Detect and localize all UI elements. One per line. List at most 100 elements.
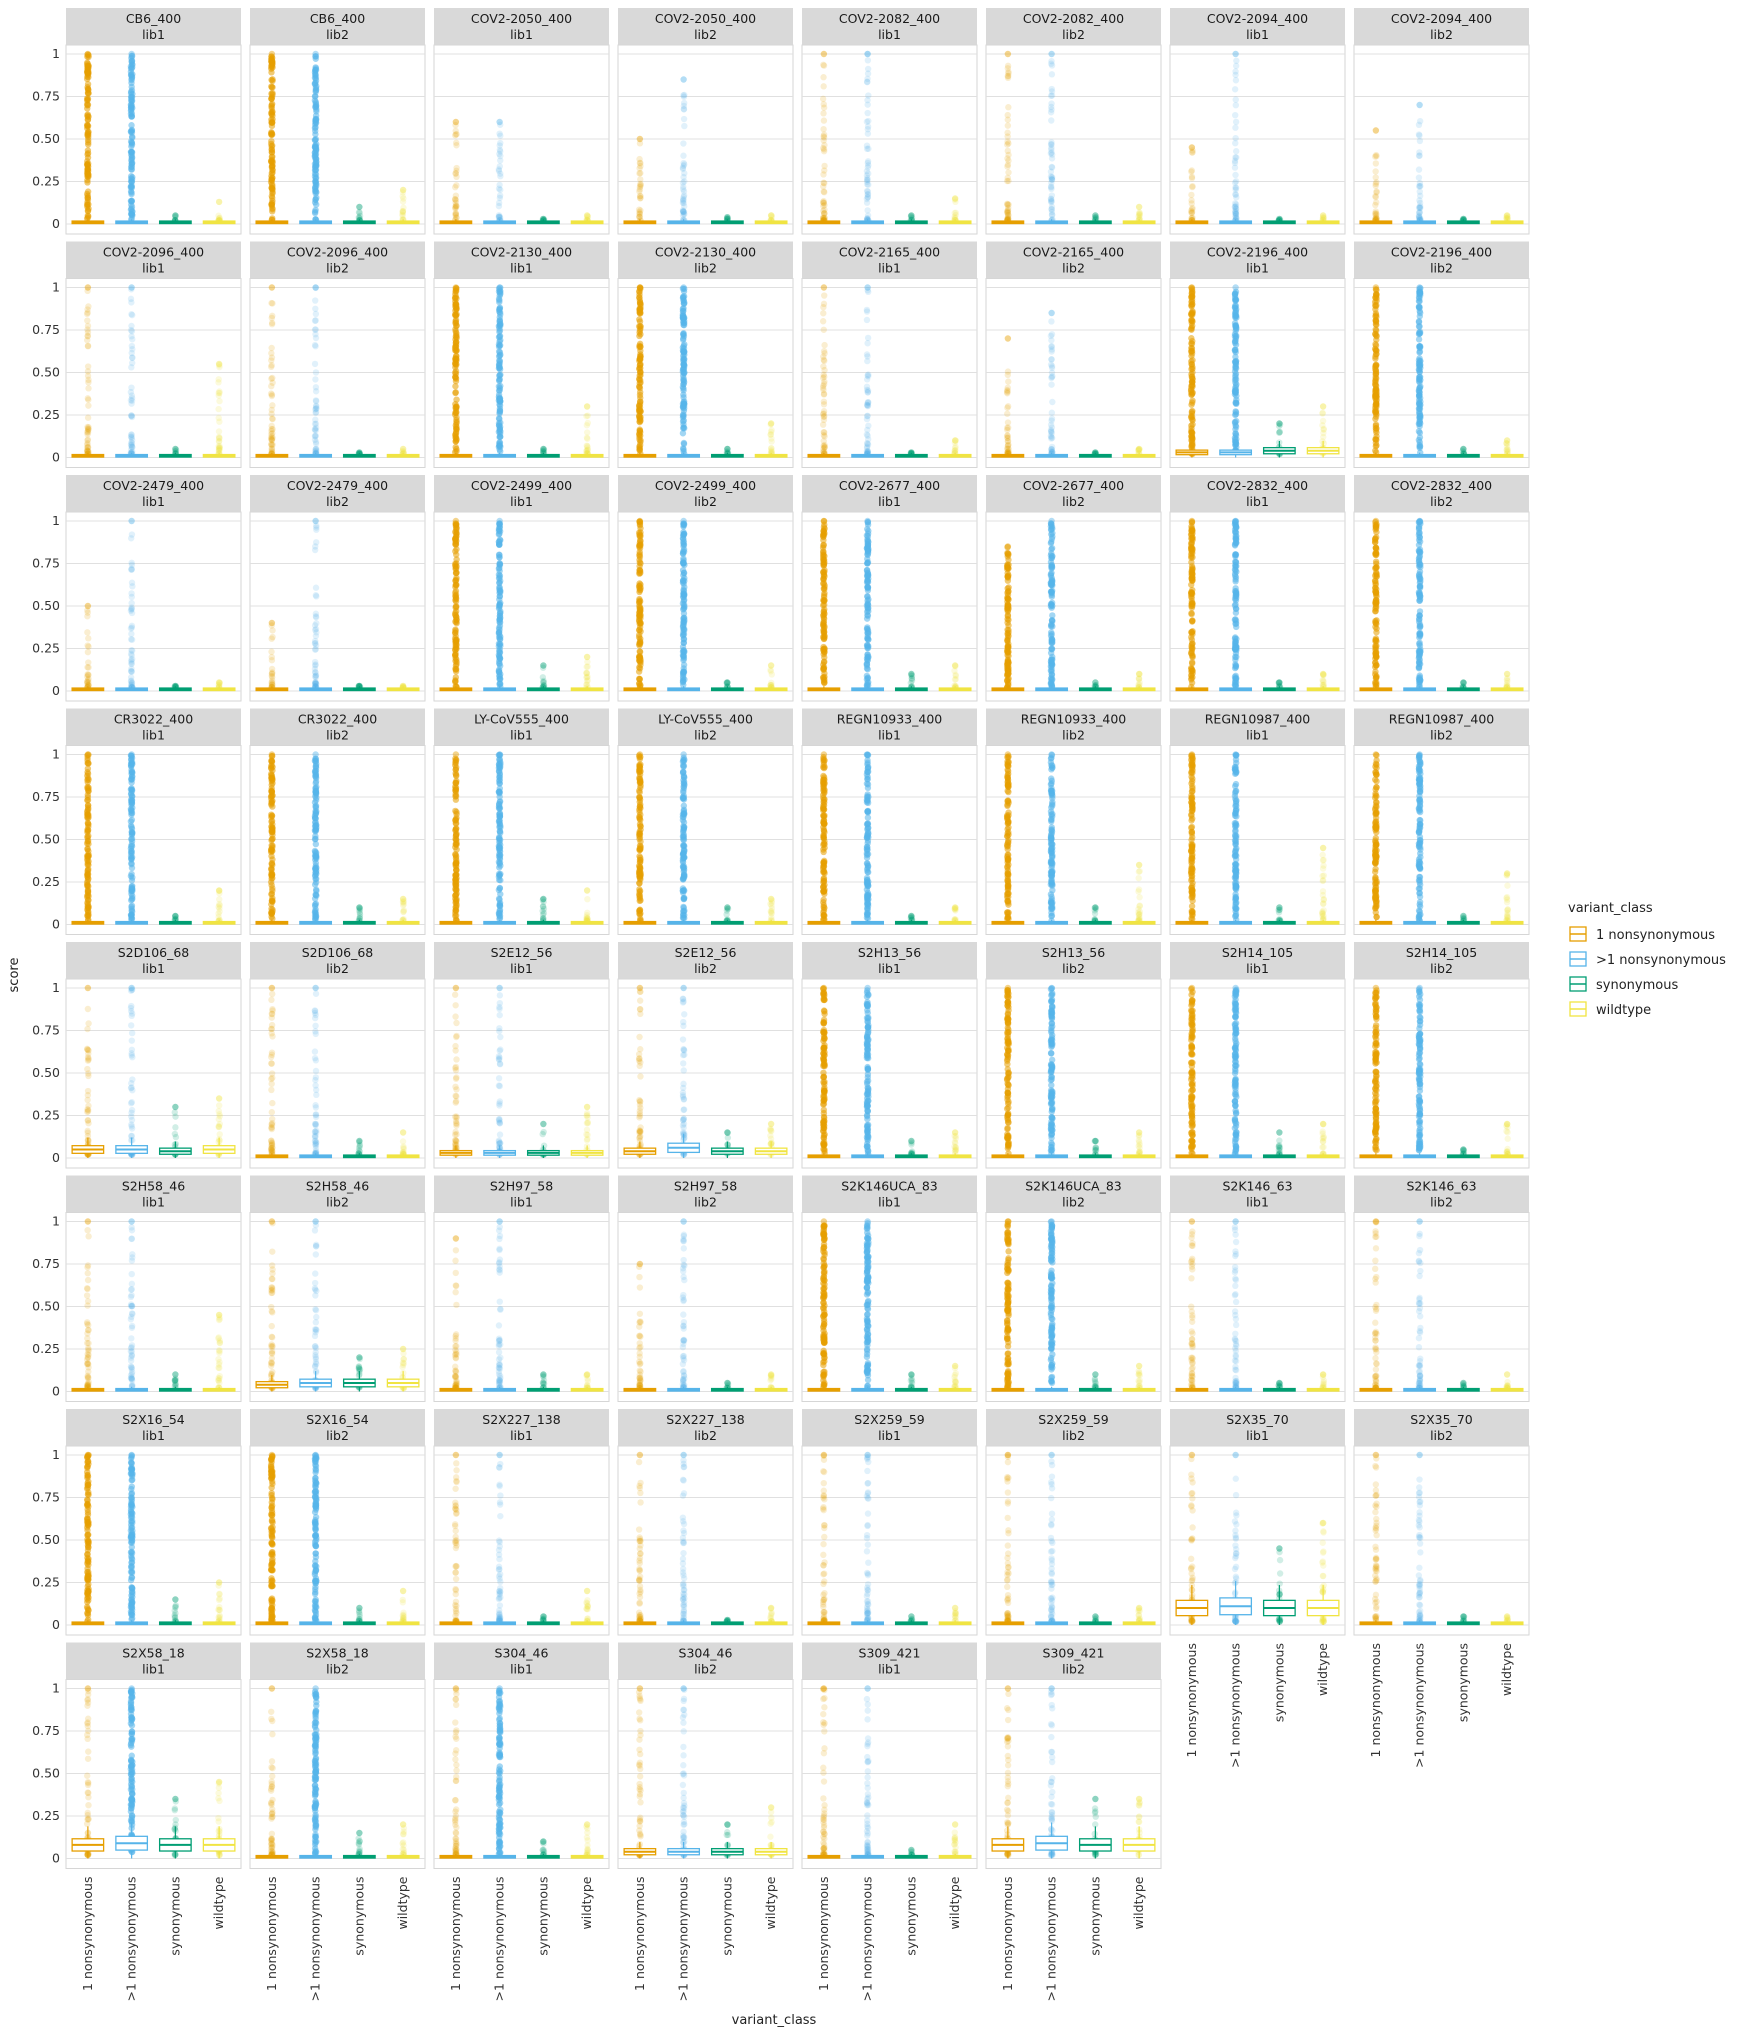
- facet-antibody-label: COV2-2165_400: [1023, 245, 1124, 260]
- outlier-max-point: [172, 446, 178, 452]
- outlier-point: [1232, 646, 1238, 652]
- outlier-max-point: [637, 518, 643, 524]
- outlier-point: [128, 590, 134, 596]
- outlier-point: [313, 427, 319, 433]
- outlier-point: [268, 390, 274, 396]
- facet-antibody-label: COV2-2196_400: [1207, 245, 1308, 260]
- outlier-point: [312, 433, 318, 439]
- outlier-point: [1372, 409, 1378, 415]
- outlier-point: [637, 428, 643, 434]
- facet-library-label: lib1: [142, 494, 165, 509]
- outlier-point: [1188, 353, 1194, 359]
- outlier-point: [453, 403, 459, 409]
- outlier-point: [1189, 571, 1195, 577]
- outlier-max-point: [864, 284, 870, 290]
- outlier-point: [496, 667, 502, 673]
- outlier-max-point: [269, 284, 275, 290]
- outlier-point: [497, 641, 503, 647]
- outlier-point: [1416, 532, 1422, 538]
- outlier-point: [1048, 622, 1054, 628]
- outlier-point: [268, 83, 274, 89]
- outlier-point: [680, 587, 686, 593]
- outlier-point: [313, 87, 319, 93]
- outlier-point: [584, 443, 590, 449]
- outlier-point: [1048, 572, 1054, 578]
- outlier-point: [1232, 294, 1238, 300]
- outlier-point: [768, 427, 774, 433]
- outlier-point: [1004, 435, 1010, 441]
- outlier-point: [680, 624, 686, 630]
- outlier-point: [269, 436, 275, 442]
- outlier-point: [128, 122, 134, 128]
- outlier-point: [820, 96, 826, 102]
- outlier-point: [1005, 668, 1011, 674]
- outlier-point: [313, 592, 319, 598]
- outlier-point: [1372, 168, 1378, 174]
- outlier-point: [216, 398, 222, 404]
- outlier-point: [128, 191, 134, 197]
- outlier-point: [680, 92, 686, 98]
- outlier-point: [1232, 179, 1238, 185]
- outlier-point: [820, 548, 826, 554]
- outlier-point: [1004, 405, 1010, 411]
- outlier-max-point: [680, 284, 686, 290]
- outlier-max-point: [1189, 144, 1195, 150]
- outlier-point: [680, 632, 686, 638]
- outlier-max-point: [864, 51, 870, 57]
- outlier-max-point: [1504, 437, 1510, 443]
- outlier-max-point: [216, 199, 222, 205]
- outlier-point: [1004, 133, 1010, 139]
- outlier-point: [1416, 122, 1422, 128]
- outlier-max-point: [1005, 335, 1011, 341]
- outlier-point: [1005, 169, 1011, 175]
- facet-library-label: lib1: [1246, 261, 1269, 276]
- outlier-point: [1416, 368, 1422, 374]
- outlier-point: [269, 78, 275, 84]
- outlier-point: [497, 364, 503, 370]
- outlier-point: [1005, 63, 1011, 69]
- outlier-point: [497, 192, 503, 198]
- outlier-point: [452, 374, 458, 380]
- outlier-point: [1189, 206, 1195, 212]
- outlier-max-point: [1005, 543, 1011, 549]
- outlier-point: [680, 361, 686, 367]
- outlier-point: [313, 77, 319, 83]
- outlier-point: [864, 594, 870, 600]
- outlier-point: [497, 352, 503, 358]
- outlier-point: [1233, 524, 1239, 530]
- outlier-point: [1005, 152, 1011, 158]
- outlier-point: [865, 629, 871, 635]
- outlier-point: [1189, 660, 1195, 666]
- outlier-point: [269, 193, 275, 199]
- facet-library-label: lib1: [878, 261, 901, 276]
- outlier-point: [637, 554, 643, 560]
- outlier-point: [1189, 554, 1195, 560]
- outlier-max-point: [864, 518, 870, 524]
- outlier-point: [453, 211, 459, 217]
- outlier-point: [680, 418, 686, 424]
- outlier-point: [636, 418, 642, 424]
- outlier-max-point: [312, 518, 318, 524]
- outlier-point: [1232, 616, 1238, 622]
- outlier-point: [1049, 600, 1055, 606]
- outlier-point: [681, 441, 687, 447]
- outlier-max-point: [952, 195, 958, 201]
- outlier-point: [681, 598, 687, 604]
- outlier-point: [680, 412, 686, 418]
- y-tick-label: 0.50: [32, 598, 60, 613]
- outlier-point: [1233, 102, 1239, 108]
- outlier-point: [820, 533, 826, 539]
- outlier-point: [1189, 637, 1195, 643]
- outlier-point: [453, 529, 459, 535]
- outlier-point: [269, 321, 275, 327]
- outlier-point: [129, 163, 135, 169]
- outlier-point: [269, 670, 275, 676]
- outlier-point: [1232, 570, 1238, 576]
- outlier-point: [865, 645, 871, 651]
- outlier-point: [1049, 564, 1055, 570]
- outlier-point: [129, 580, 135, 586]
- outlier-point: [681, 669, 687, 675]
- outlier-point: [1232, 347, 1238, 353]
- outlier-point: [1416, 677, 1422, 683]
- outlier-max-point: [400, 187, 406, 193]
